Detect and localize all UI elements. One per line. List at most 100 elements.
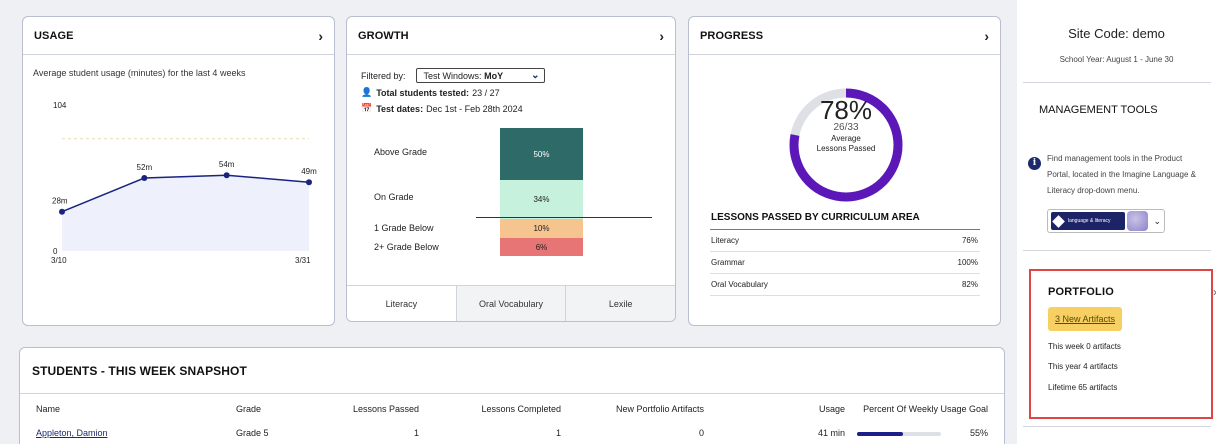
dates-value: Dec 1st - Feb 28th 2024 <box>426 103 523 114</box>
usage-header[interactable]: USAGE › <box>23 17 334 55</box>
chevron-right-icon[interactable]: › <box>659 27 664 44</box>
chevron-down-icon: ⌄ <box>1153 215 1161 226</box>
table-row: Literacy 76% <box>710 230 980 252</box>
usage-goal-fill <box>857 432 904 436</box>
divider <box>1023 250 1211 251</box>
students-card: STUDENTS - THIS WEEK SNAPSHOT Name Grade… <box>19 347 1005 444</box>
usage-card: USAGE › Average student usage (minutes) … <box>22 16 335 326</box>
student-name-link[interactable]: Appleton, Damion <box>36 428 108 438</box>
test-window-select[interactable]: Test Windows: MoY ⌄ <box>415 68 545 83</box>
management-tools-title: MANAGEMENT TOOLS <box>1039 104 1158 116</box>
divider <box>1023 426 1211 427</box>
chevron-right-icon[interactable]: › <box>1213 285 1216 299</box>
portfolio-title: PORTFOLIO <box>1048 286 1114 298</box>
tab-lexile[interactable]: Lexile <box>565 286 675 321</box>
col-lessons-completed[interactable]: Lessons Completed <box>481 404 561 414</box>
y-tick-label: 0 <box>53 247 58 256</box>
chevron-down-icon: ⌄ <box>531 70 540 81</box>
student-lessons-passed: 1 <box>413 428 419 438</box>
school-year: School Year: August 1 - June 30 <box>1059 55 1174 64</box>
progress-ring <box>789 88 903 202</box>
students-label: Total students tested: <box>376 87 470 98</box>
x-tick-label: 3/31 <box>295 256 311 265</box>
growth-category-label: Above Grade <box>374 147 428 157</box>
progress-header[interactable]: PROGRESS › <box>689 17 1000 55</box>
col-portfolio-artifacts[interactable]: New Portfolio Artifacts <box>615 404 704 414</box>
portfolio-section: PORTFOLIO › 3 New Artifacts This week 0 … <box>1029 269 1216 419</box>
table-row: Oral Vocabulary 82% <box>710 274 980 296</box>
grade-divider-line <box>476 217 652 218</box>
growth-category-label: 2+ Grade Below <box>374 242 439 252</box>
col-name[interactable]: Name <box>36 404 61 414</box>
progress-caption: Average Lessons Passed <box>771 134 921 154</box>
this-week-artifacts: This week 0 artifacts <box>1048 342 1121 351</box>
usage-data-label: 28m <box>52 197 68 206</box>
growth-title: GROWTH <box>358 29 409 42</box>
x-tick-label: 3/10 <box>51 256 67 265</box>
usage-point <box>223 172 230 179</box>
chevron-right-icon[interactable]: › <box>318 27 323 44</box>
test-dates: 📅 Test dates: Dec 1st - Feb 28th 2024 <box>361 103 523 114</box>
usage-point <box>141 175 148 181</box>
usage-data-label: 49m <box>301 167 317 176</box>
area-name: Literacy <box>711 236 740 245</box>
filter-value: Test Windows: MoY <box>424 71 504 81</box>
tab-oral-vocabulary[interactable]: Oral Vocabulary <box>455 286 566 321</box>
students-title: STUDENTS - THIS WEEK SNAPSHOT <box>32 363 247 378</box>
col-percent-goal[interactable]: Percent Of Weekly Usage Goal <box>863 404 988 414</box>
table-row: Grammar 100% <box>710 252 980 274</box>
col-lessons-passed[interactable]: Lessons Passed <box>352 404 419 414</box>
right-sidebar: Site Code: demo School Year: August 1 - … <box>1017 0 1216 444</box>
new-artifacts-badge[interactable]: 3 New Artifacts <box>1048 307 1123 331</box>
student-usage: 41 min <box>817 428 845 438</box>
usage-data-label: 52m <box>137 163 153 172</box>
usage-area <box>62 175 309 251</box>
area-name: Oral Vocabulary <box>711 280 768 289</box>
imagine-language-literacy-logo: language & literacy <box>1051 212 1126 230</box>
management-tools-text: Find management tools in the Product Por… <box>1047 154 1196 195</box>
area-value: 100% <box>957 258 978 267</box>
y-tick-label: 104 <box>53 101 67 110</box>
usage-chart: 28m 52m 54m 49m 0 104 3/10 3/31 <box>51 101 317 265</box>
growth-category-label: On Grade <box>374 192 414 202</box>
col-grade[interactable]: Grade <box>236 404 262 414</box>
growth-card: GROWTH › Filtered by: Test Windows: MoY … <box>346 16 676 322</box>
caption-line-2: Lessons Passed <box>816 144 876 153</box>
product-portal-dropdown[interactable]: language & literacy ⌄ <box>1047 209 1165 233</box>
usage-data-label: 54m <box>219 160 235 169</box>
ring-progress <box>789 88 903 202</box>
growth-header[interactable]: GROWTH › <box>347 17 675 55</box>
filter-selected: MoY <box>484 70 504 81</box>
filter-row: Filtered by: Test Windows: MoY ⌄ <box>361 68 545 83</box>
growth-bar: 34% <box>500 180 583 219</box>
progress-card: PROGRESS › 78% 26/33 Average Lessons Pas… <box>688 16 1001 326</box>
logo-text: language & literacy <box>1068 218 1111 224</box>
growth-category-label: 1 Grade Below <box>374 223 434 233</box>
area-value: 76% <box>961 236 978 245</box>
progress-title: PROGRESS <box>700 29 764 42</box>
growth-bar: 10% <box>500 219 583 238</box>
col-usage[interactable]: Usage <box>818 404 845 414</box>
growth-bar: 6% <box>500 238 583 256</box>
student-artifacts: 0 <box>698 428 704 438</box>
student-grade: Grade 5 <box>236 428 269 438</box>
progress-fraction: 26/33 <box>833 122 859 133</box>
chevron-right-icon[interactable]: › <box>984 27 989 44</box>
divider <box>1023 82 1211 83</box>
progress-percent: 78% <box>819 95 873 125</box>
student-lessons-completed: 1 <box>555 428 561 438</box>
growth-bar: 50% <box>500 128 583 180</box>
filter-label: Filtered by: <box>361 70 406 81</box>
tab-literacy[interactable]: Literacy <box>347 286 456 321</box>
lessons-passed-table: Literacy 76% Grammar 100% Oral Vocabular… <box>710 229 980 296</box>
growth-tabs: Literacy Oral Vocabulary Lexile <box>347 285 675 321</box>
logo-character-icon <box>1127 211 1149 231</box>
usage-subtitle: Average student usage (minutes) for the … <box>33 68 246 78</box>
site-code: Site Code: demo <box>1068 26 1165 41</box>
usage-point <box>59 208 65 215</box>
filter-prefix: Test Windows: <box>423 70 482 81</box>
usage-line <box>61 174 310 213</box>
usage-point <box>306 179 312 186</box>
caption-line-1: Average <box>831 134 861 143</box>
students-header: STUDENTS - THIS WEEK SNAPSHOT <box>20 348 1004 394</box>
